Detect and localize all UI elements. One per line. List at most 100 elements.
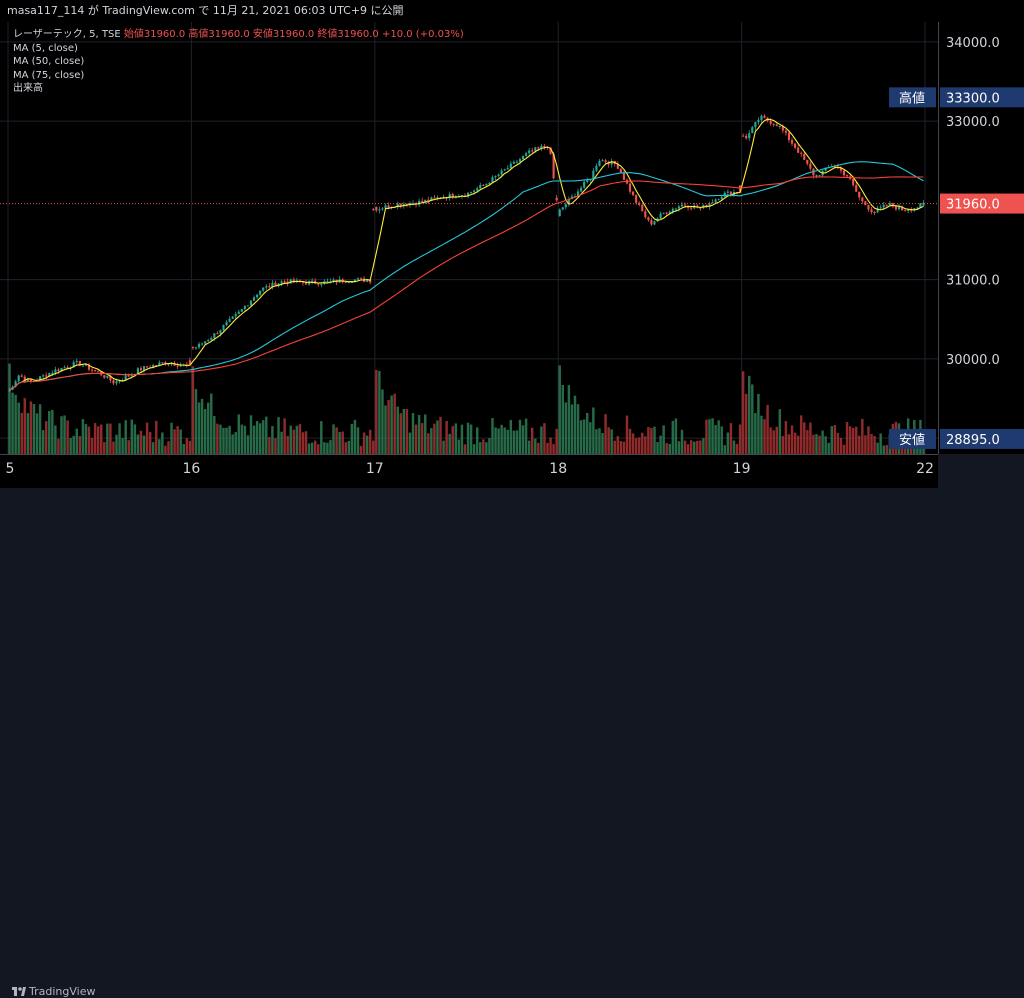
candle-body <box>97 370 100 372</box>
candle-body <box>237 311 240 315</box>
candle-body <box>833 166 836 168</box>
candle-body <box>904 210 907 212</box>
volume-bar <box>830 426 833 454</box>
candle-body <box>387 205 390 208</box>
volume-bar <box>26 413 30 454</box>
candle-body <box>809 163 812 169</box>
volume-bar <box>121 437 124 454</box>
candle-body <box>717 199 720 201</box>
candle-body <box>858 191 861 198</box>
price-tags: 高値 33300.0 安値 28895.0 31960.0 <box>0 87 1024 449</box>
candle-body <box>347 282 350 284</box>
candle-body <box>57 369 60 371</box>
volume-bar <box>540 426 543 454</box>
volume-bar <box>744 393 748 454</box>
candle-body <box>818 175 821 177</box>
volume-bar <box>472 444 476 454</box>
candle-body <box>677 206 681 209</box>
volume-bar <box>112 441 115 454</box>
plot-area[interactable] <box>0 22 938 454</box>
volume-bar <box>286 435 289 454</box>
tradingview-logo[interactable]: TradingView <box>12 985 95 998</box>
volume-bar <box>133 424 137 454</box>
candle-body <box>775 124 778 127</box>
volume-bar <box>494 427 497 454</box>
candle-body <box>897 206 901 210</box>
candle-body <box>433 197 436 199</box>
legend-symbol-row[interactable]: レーザーテック, 5, TSE 始値31960.0 高値31960.0 安値31… <box>13 28 464 42</box>
candle-body <box>528 150 531 154</box>
candle-body <box>729 191 732 195</box>
volume-bar <box>696 440 699 454</box>
volume-bar <box>161 432 164 454</box>
candle-body <box>466 192 470 197</box>
time-axis[interactable] <box>0 454 938 488</box>
volume-bar <box>625 415 629 454</box>
candle-body <box>748 133 751 139</box>
low-tag-value-box <box>940 428 1024 449</box>
candle-body <box>705 205 708 207</box>
volume-bar <box>637 437 641 454</box>
candle-body <box>161 362 164 364</box>
volume-bar <box>619 441 623 454</box>
volume-bar <box>867 426 870 454</box>
candle-body <box>121 379 124 381</box>
x-tick-label: 17 <box>366 461 384 477</box>
candle-body <box>913 208 916 211</box>
candle-body <box>549 147 552 154</box>
legend-ma5[interactable]: MA (5, close) <box>13 42 78 54</box>
candle-body <box>225 322 228 326</box>
volume-bar <box>595 429 598 454</box>
candle-body <box>304 282 308 285</box>
candle-body <box>39 376 42 381</box>
volume-bar <box>613 440 616 454</box>
candle-body <box>63 367 66 369</box>
volume-bar <box>173 429 176 454</box>
ma75-line <box>9 176 924 391</box>
volume-bar <box>356 427 360 454</box>
candle-body <box>90 369 94 371</box>
candle-body <box>726 191 729 193</box>
candle-body <box>708 203 711 207</box>
candle-body <box>301 282 305 284</box>
legend-volume[interactable]: 出来高 <box>13 83 43 94</box>
candle-body <box>790 140 794 144</box>
volume-bar <box>515 430 519 454</box>
volume-bar <box>656 442 659 454</box>
candle-body <box>879 207 882 209</box>
volume-bar <box>48 411 51 454</box>
legend-ma75[interactable]: MA (75, close) <box>13 69 85 81</box>
candle-body <box>876 208 879 213</box>
candle-body <box>240 308 243 312</box>
volume-bar <box>420 423 424 454</box>
moving-averages <box>9 118 924 391</box>
volume-bar <box>641 432 644 454</box>
candle-body <box>699 207 702 209</box>
candle-body <box>659 213 662 219</box>
volume-bar <box>622 441 626 454</box>
last-price-tag-value: 31960.0 <box>946 198 1000 213</box>
volume-bar <box>106 423 109 454</box>
volume-bar <box>179 429 182 454</box>
candle-body <box>742 135 745 137</box>
candle-body <box>353 279 357 283</box>
volume-bar <box>427 433 430 454</box>
candle-body <box>521 155 525 160</box>
y-tick-label: 34000.0 <box>946 36 1000 51</box>
candle-body <box>14 381 17 387</box>
legend-ma50[interactable]: MA (50, close) <box>13 56 85 67</box>
volume-bar <box>231 434 234 454</box>
candle-body <box>29 379 32 382</box>
candle-body <box>424 199 427 202</box>
candle-body <box>48 373 51 377</box>
volume-bar <box>100 424 103 454</box>
candle-body <box>103 375 106 378</box>
volume-bar <box>109 423 112 454</box>
volume-bar <box>601 433 604 454</box>
candle-body <box>109 375 112 381</box>
candle-body <box>482 184 485 186</box>
volume-bar <box>803 422 806 454</box>
candle-body <box>861 197 864 202</box>
volume-bar <box>167 441 170 454</box>
